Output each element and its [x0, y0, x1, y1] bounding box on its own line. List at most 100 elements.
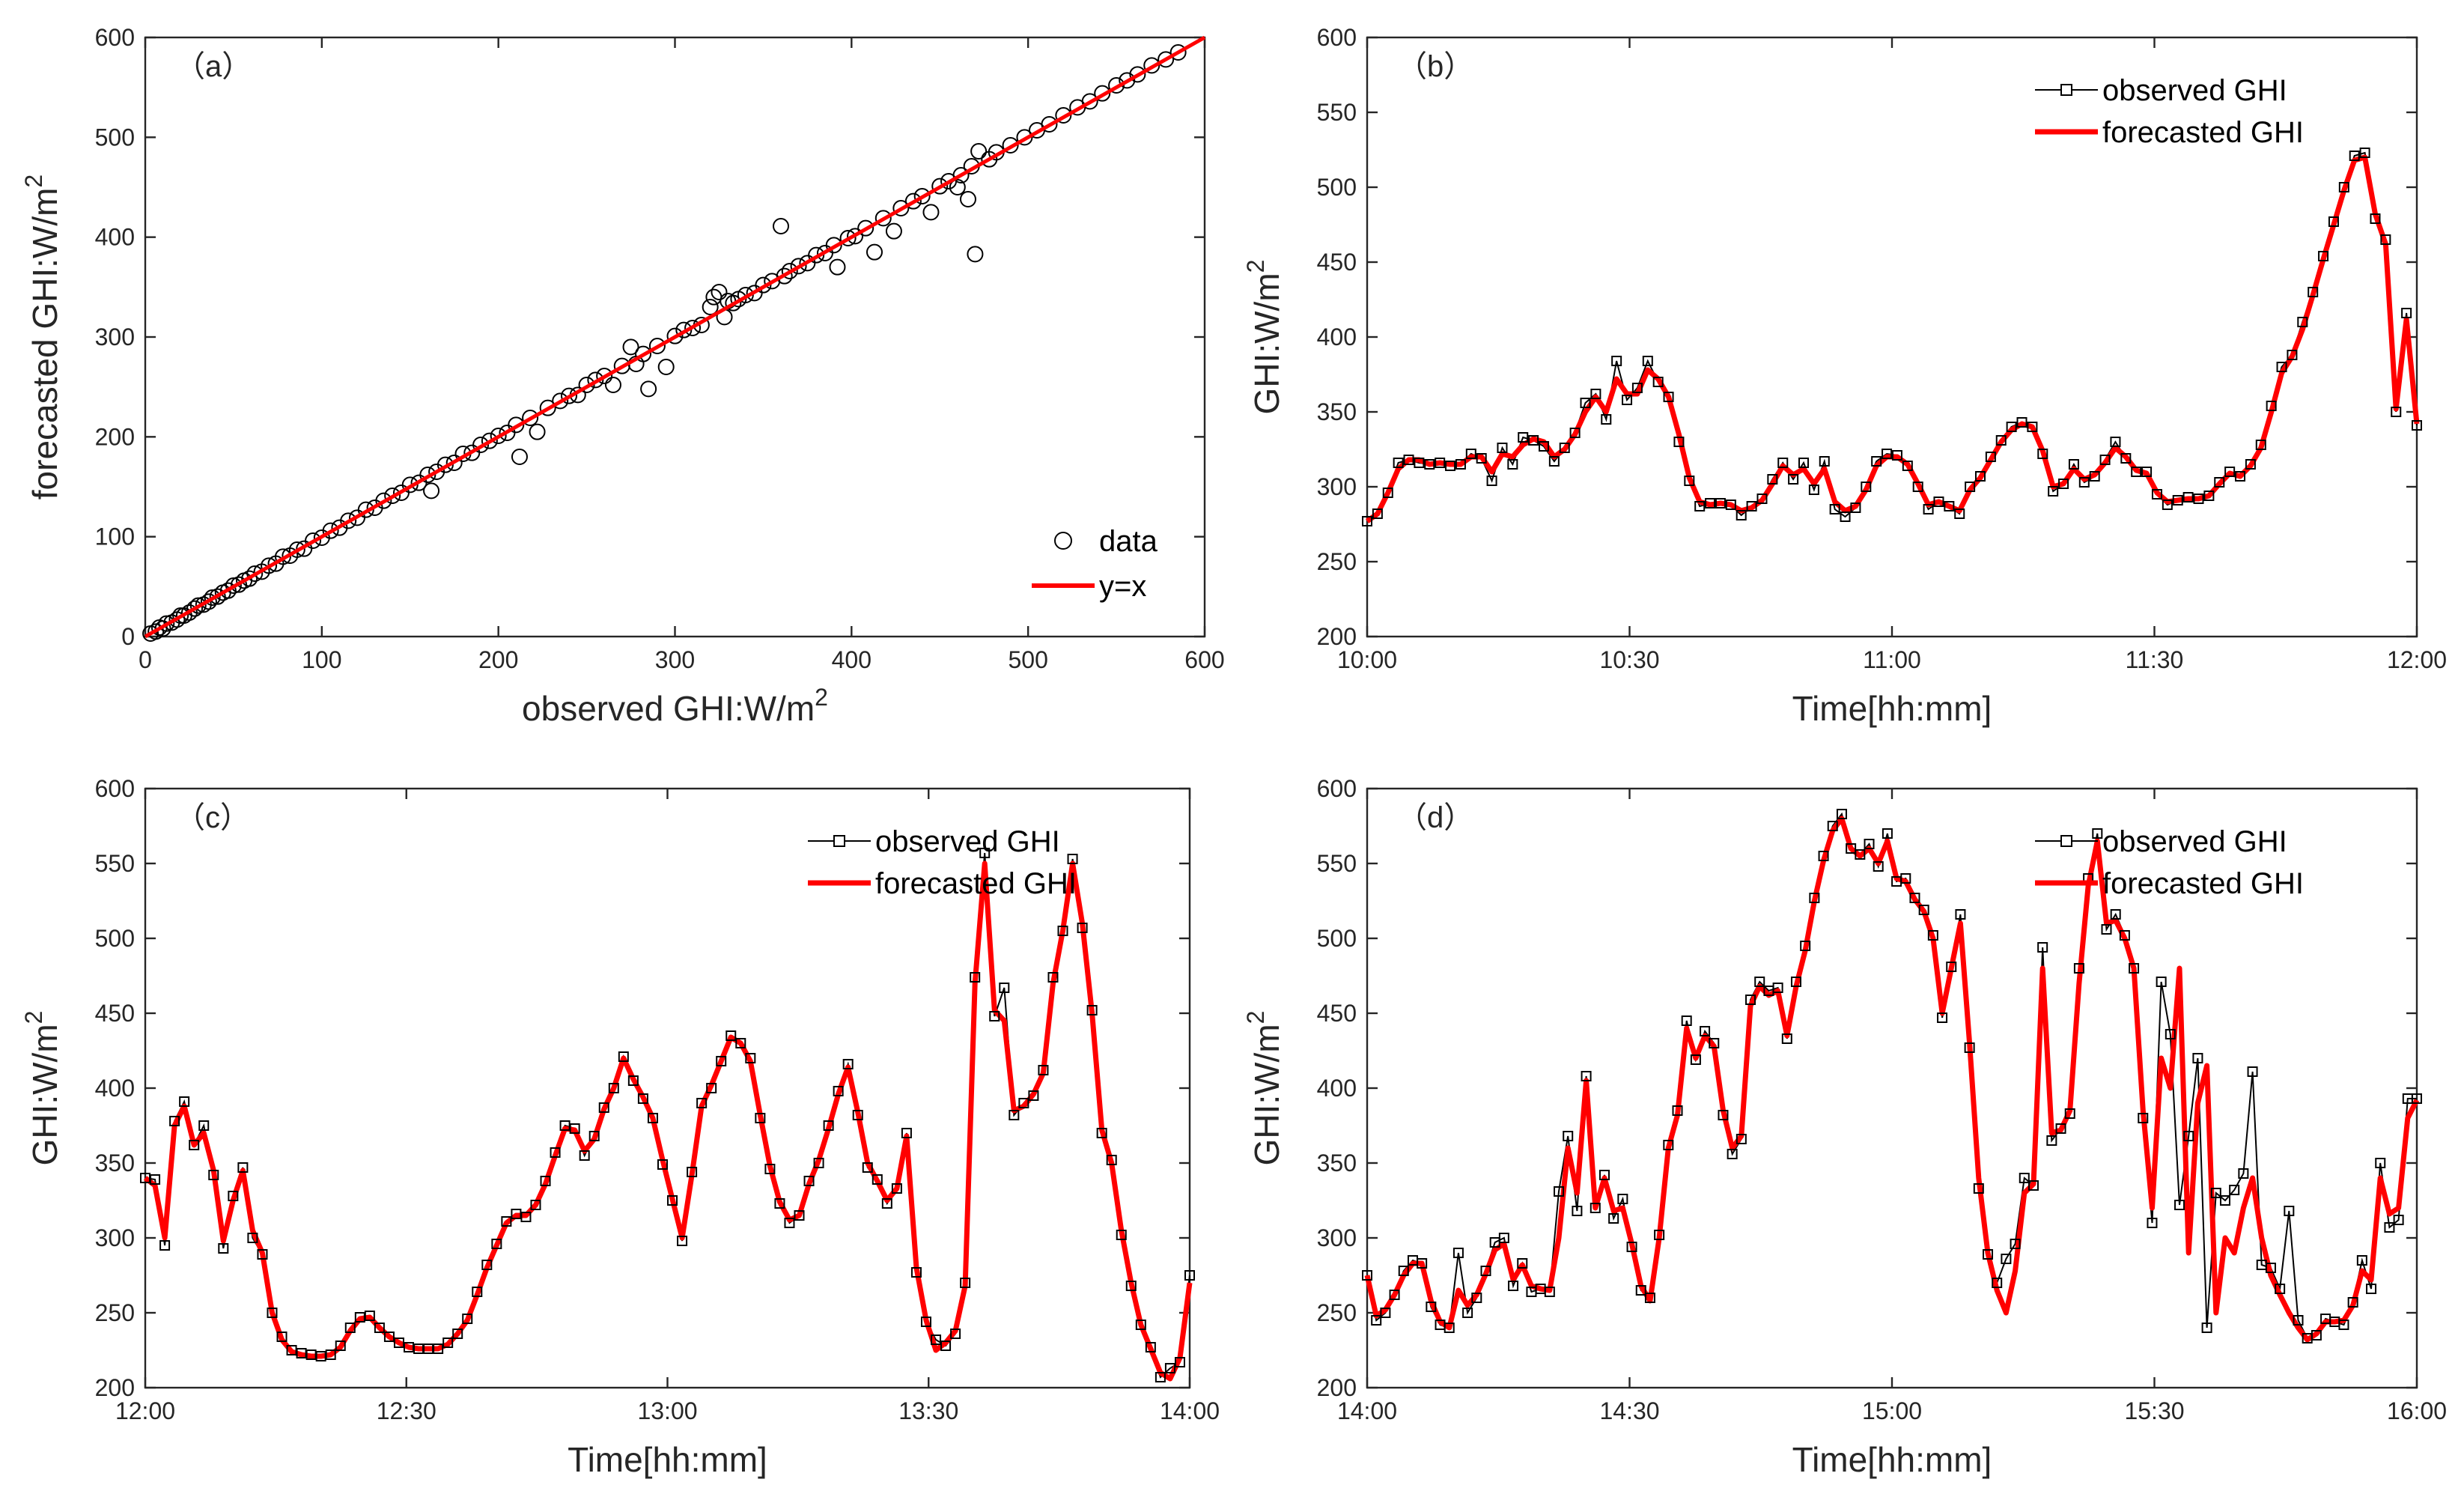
observed-point-marker: [2328, 216, 2339, 227]
x-tick-label: 15:00: [1862, 1397, 1922, 1424]
observed-point-marker: [1626, 1242, 1637, 1252]
observed-point-marker: [1663, 1140, 1674, 1150]
panel-c-line-chart: 12:00 12:30 13:00 13:30 14:00 200 250 300 350 400…: [20, 775, 1220, 1479]
y-axis-label-superscript: 2: [1242, 260, 1269, 273]
observed-point-marker: [2293, 1315, 2304, 1326]
data-point: [305, 532, 322, 549]
observed-point-marker: [2172, 495, 2183, 505]
observed-point-marker: [1507, 459, 1518, 470]
x-axis-label: Time[hh:mm]: [1792, 1440, 1992, 1479]
observed-point-marker: [1829, 504, 1840, 514]
observed-point-marker: [1964, 1042, 1975, 1053]
observed-point-marker: [2276, 362, 2287, 372]
observed-point-marker: [1086, 1005, 1098, 1015]
data-point: [959, 191, 976, 207]
observed-point-marker: [1445, 461, 1456, 471]
observed-point-marker: [1846, 843, 1857, 854]
data-point: [711, 284, 728, 300]
observed-point-marker: [1057, 926, 1068, 936]
data-point: [866, 243, 883, 261]
observed-point-marker: [637, 1093, 648, 1104]
data-point: [847, 228, 864, 245]
observed-point-marker: [1746, 501, 1757, 511]
observed-point-marker: [1850, 503, 1861, 513]
observed-point-marker: [862, 1162, 873, 1173]
y-tick-label: 400: [1317, 1075, 1357, 1102]
y-tick-label: 300: [95, 324, 135, 350]
observed-point-marker: [794, 1210, 805, 1221]
observed-point-marker: [1563, 1131, 1574, 1141]
observed-point-marker: [1371, 1315, 1382, 1326]
data-point: [384, 488, 401, 504]
data-point: [154, 620, 171, 637]
legend-marker-observed-ghi: [2060, 84, 2072, 96]
series-line-forecasted-ghi: [143, 860, 1193, 1382]
legend-label-forecasted-ghi: forecasted GHI: [875, 867, 1077, 900]
observed-point-marker: [1718, 1110, 1729, 1120]
observed-point-marker: [335, 1341, 346, 1351]
observed-point-marker: [2338, 1320, 2349, 1330]
observed-point-marker: [1398, 1266, 1409, 1276]
observed-point-marker: [1725, 500, 1736, 510]
observed-point-marker: [1362, 1270, 1372, 1281]
observed-point-marker: [2265, 1263, 2276, 1273]
legend: data y=x: [1032, 525, 1158, 603]
observed-point-marker: [618, 1051, 629, 1062]
observed-point-marker: [1663, 392, 1674, 402]
observed-point-marker: [1681, 1015, 1692, 1026]
data-point: [1119, 72, 1136, 89]
observed-point-marker: [1642, 356, 1653, 366]
observed-point-marker: [1403, 455, 1414, 465]
data-point: [675, 321, 693, 338]
observed-point-marker: [1077, 923, 1088, 933]
data-point: [490, 428, 507, 444]
x-tick-label: 0: [139, 646, 152, 673]
x-tick-label: 11:00: [1863, 646, 1921, 673]
data-point: [808, 246, 825, 264]
observed-point-marker: [2064, 1108, 2075, 1119]
observed-point-marker: [2010, 1239, 2021, 1249]
observed-point-marker: [383, 1332, 395, 1342]
reference-line-y-equals-x: [144, 35, 1206, 639]
observed-point-marker: [2311, 1330, 2322, 1341]
observed-point-marker: [569, 1123, 580, 1134]
x-axis-label-text: observed GHI:W/m: [522, 689, 815, 728]
observed-point-marker: [1047, 972, 1059, 983]
observed-point-marker: [1508, 1281, 1519, 1291]
observed-point-marker: [1372, 508, 1383, 519]
observed-point-marker: [1995, 435, 2007, 446]
observed-point-marker: [2356, 1255, 2367, 1266]
data-point: [931, 177, 949, 195]
series-line-forecasted-ghi: [1364, 816, 2420, 1343]
data-point: [781, 263, 798, 279]
legend-label-forecasted-ghi: forecasted GHI: [2102, 116, 2304, 149]
observed-point-marker: [1767, 474, 1778, 485]
observed-point-marker: [1891, 450, 1902, 461]
panel-a-scatter-chart: 0 100 200 300 400 500 600 0 100 200 300 400 500 600 （a…: [20, 24, 1225, 728]
observed-point-marker: [1067, 854, 1078, 864]
observed-point-marker: [481, 1260, 493, 1270]
observed-point-marker: [1145, 1342, 1156, 1352]
observed-point-marker: [2214, 477, 2225, 488]
y-tick-label: 350: [1317, 1150, 1357, 1176]
observed-point-marker: [1690, 1054, 1701, 1065]
x-axis-label-text: Time[hh:mm]: [568, 1440, 767, 1479]
observed-point-marker: [755, 1113, 766, 1123]
observed-point-marker: [1909, 893, 1920, 903]
observed-point-marker: [501, 1216, 512, 1227]
data-point: [578, 377, 595, 393]
series-line-forecasted-ghi: [1365, 154, 2420, 523]
legend-marker-observed-ghi: [2060, 835, 2072, 847]
observed-point-marker: [2401, 308, 2412, 318]
observed-point-marker: [2016, 417, 2028, 428]
observed-point-marker: [1155, 1372, 1166, 1382]
x-axis-label: Time[hh:mm]: [1792, 689, 1992, 728]
observed-point-marker: [1673, 437, 1685, 447]
observed-point-marker: [1559, 443, 1570, 453]
legend-label-y-equals-x: y=x: [1099, 570, 1146, 603]
observed-point-marker: [1517, 1258, 1528, 1269]
observed-point-marker: [2048, 486, 2059, 497]
data-point: [511, 449, 528, 465]
observed-point-marker: [2131, 467, 2142, 477]
data-point: [1055, 107, 1072, 124]
